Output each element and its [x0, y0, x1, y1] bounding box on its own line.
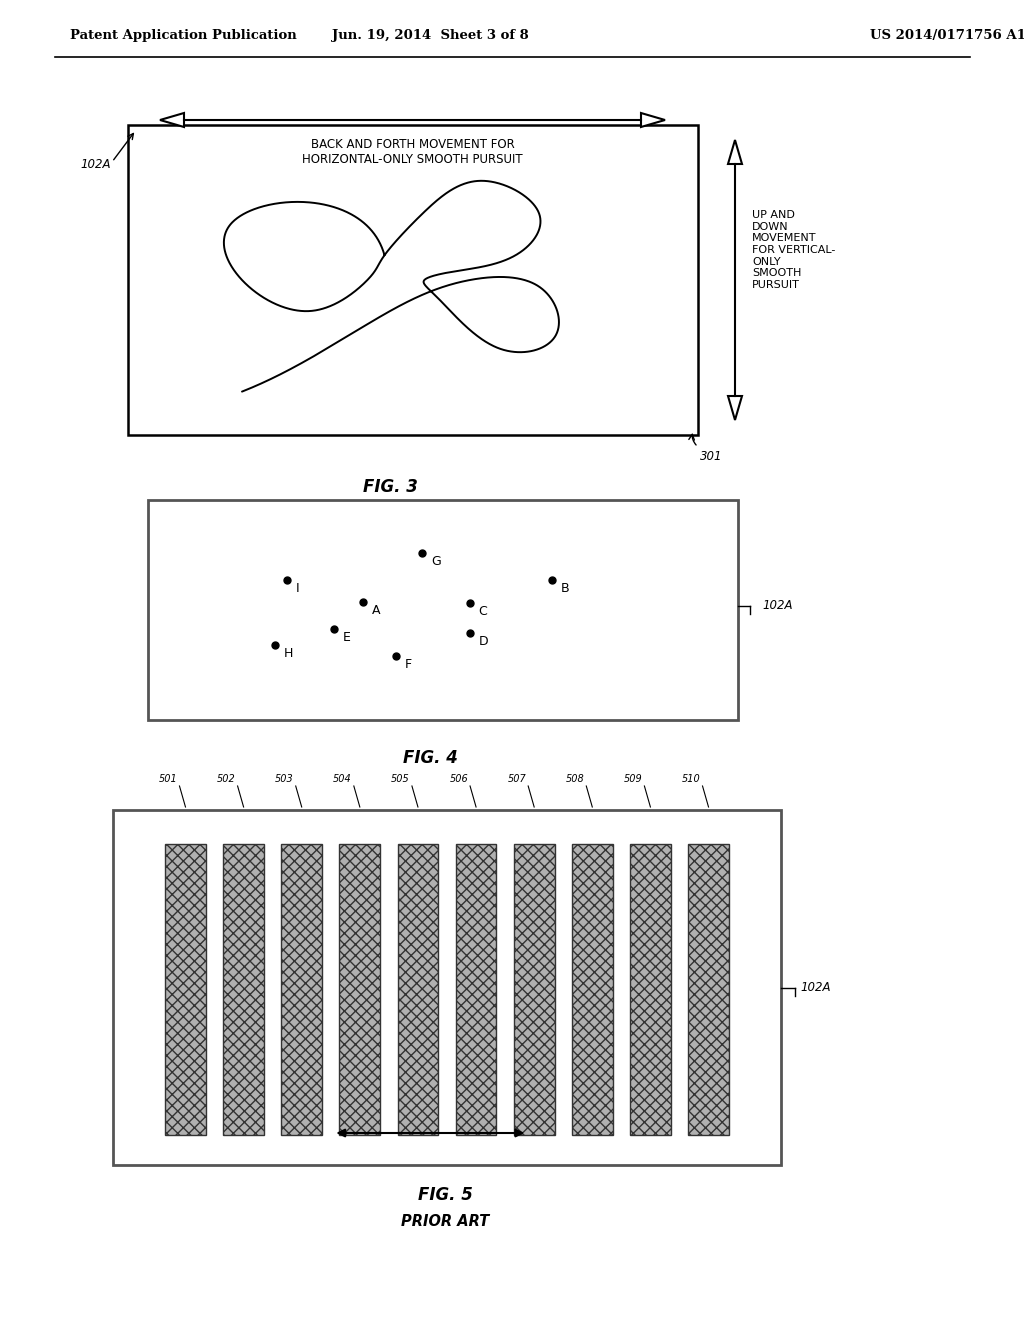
- Bar: [572, 843, 612, 1135]
- Text: 102A: 102A: [80, 158, 111, 172]
- Text: PRIOR ART: PRIOR ART: [400, 1213, 489, 1229]
- Text: FIG. 3: FIG. 3: [362, 478, 418, 496]
- Text: Patent Application Publication: Patent Application Publication: [70, 29, 297, 41]
- Text: US 2014/0171756 A1: US 2014/0171756 A1: [870, 29, 1024, 41]
- Bar: [165, 843, 206, 1135]
- Polygon shape: [641, 114, 665, 127]
- Text: Jun. 19, 2014  Sheet 3 of 8: Jun. 19, 2014 Sheet 3 of 8: [332, 29, 528, 41]
- Text: 510: 510: [682, 774, 700, 784]
- Bar: [128, 125, 698, 436]
- Text: A: A: [373, 605, 381, 618]
- Text: FIG. 5: FIG. 5: [418, 1185, 472, 1204]
- Text: 102A: 102A: [800, 981, 830, 994]
- Text: G: G: [431, 554, 441, 568]
- Text: H: H: [284, 647, 293, 660]
- Text: 507: 507: [508, 774, 526, 784]
- Text: D: D: [478, 635, 488, 648]
- Bar: [282, 843, 323, 1135]
- Text: E: E: [343, 631, 351, 644]
- Text: 508: 508: [565, 774, 585, 784]
- Bar: [688, 843, 729, 1135]
- Text: FIG. 4: FIG. 4: [402, 748, 458, 767]
- Text: I: I: [296, 582, 299, 595]
- Bar: [456, 843, 497, 1135]
- Text: 504: 504: [333, 774, 352, 784]
- Bar: [397, 843, 438, 1135]
- Text: BACK AND FORTH MOVEMENT FOR
HORIZONTAL-ONLY SMOOTH PURSUIT: BACK AND FORTH MOVEMENT FOR HORIZONTAL-O…: [302, 139, 523, 166]
- Polygon shape: [728, 140, 742, 164]
- Bar: [514, 843, 555, 1135]
- Bar: [113, 810, 781, 1166]
- Text: F: F: [404, 659, 412, 671]
- Text: 503: 503: [275, 774, 294, 784]
- Text: 505: 505: [391, 774, 410, 784]
- Text: C: C: [478, 606, 487, 618]
- Bar: [148, 500, 738, 719]
- Text: 102A: 102A: [762, 599, 793, 612]
- Text: 502: 502: [217, 774, 236, 784]
- Text: 509: 509: [624, 774, 642, 784]
- Text: 301: 301: [700, 450, 723, 463]
- Text: UP AND
DOWN
MOVEMENT
FOR VERTICAL-
ONLY
SMOOTH
PURSUIT: UP AND DOWN MOVEMENT FOR VERTICAL- ONLY …: [752, 210, 836, 290]
- Bar: [630, 843, 671, 1135]
- Bar: [340, 843, 380, 1135]
- Polygon shape: [728, 396, 742, 420]
- Polygon shape: [160, 114, 184, 127]
- Text: B: B: [561, 582, 569, 595]
- Text: 501: 501: [159, 774, 177, 784]
- Text: 506: 506: [450, 774, 468, 784]
- Bar: [223, 843, 264, 1135]
